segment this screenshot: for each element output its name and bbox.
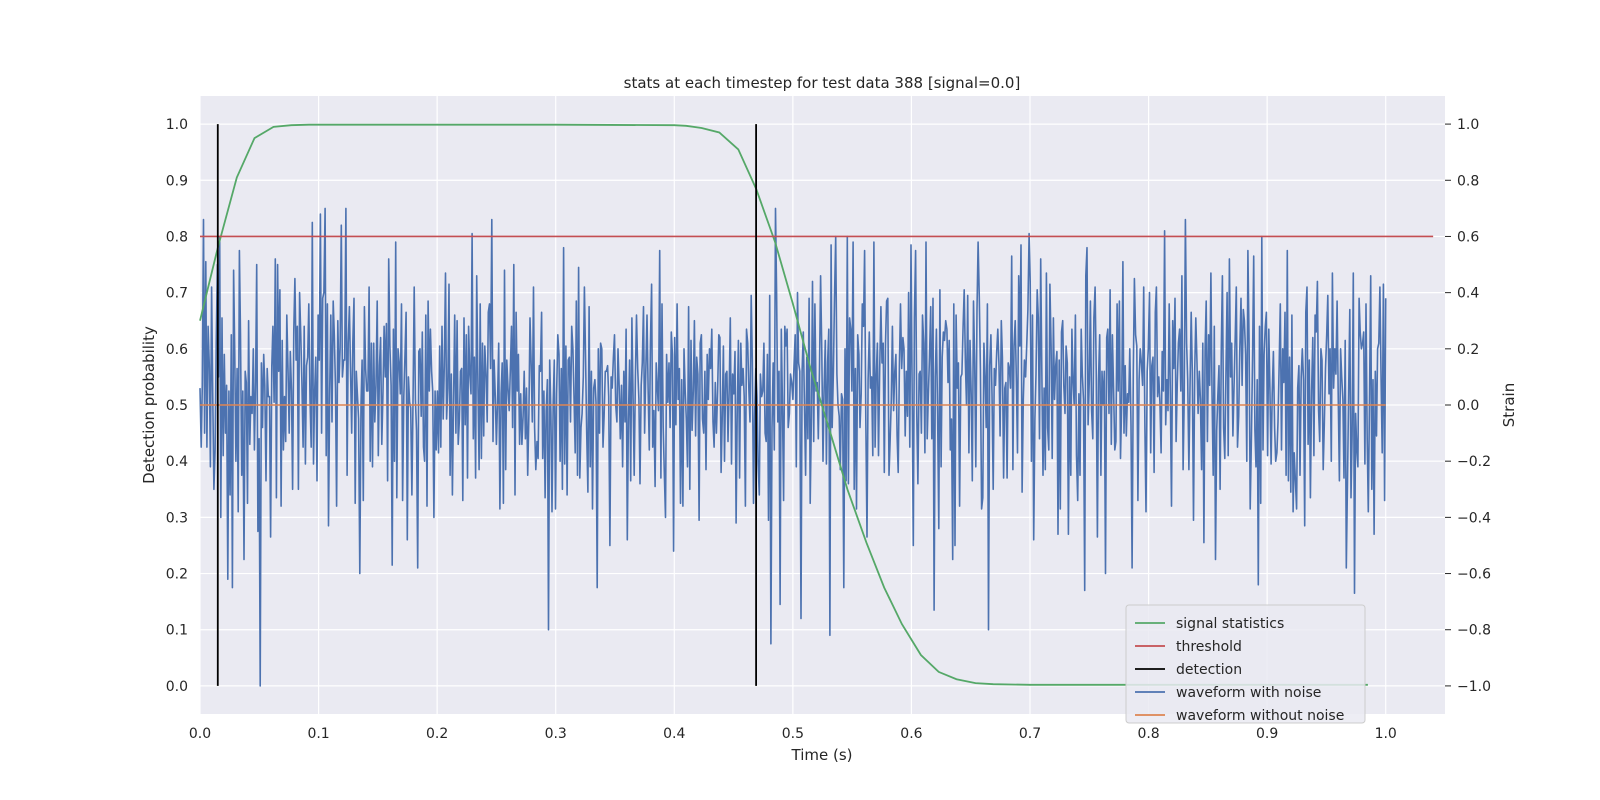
y2-tick-label: 0.8 — [1457, 173, 1479, 189]
x-tick-label: 1.0 — [1375, 726, 1397, 742]
y-tick-label: 0.1 — [166, 623, 188, 639]
y2-tick-label: 0.2 — [1457, 342, 1479, 358]
x-tick-label: 0.5 — [782, 726, 804, 742]
y2-tick-label: −1.0 — [1457, 679, 1491, 695]
x-tick-label: 0.7 — [1019, 726, 1041, 742]
y2-axis-label: Strain — [1500, 383, 1518, 427]
y-tick-label: 0.0 — [166, 679, 188, 695]
y2-tick-label: 0.4 — [1457, 286, 1479, 302]
legend: signal statistics threshold detection wavef… — [1125, 604, 1366, 724]
legend-label: threshold — [1176, 639, 1242, 655]
legend-label: detection — [1176, 662, 1242, 678]
y-tick-label: 0.7 — [166, 286, 188, 302]
x-axis-label: Time (s) — [791, 746, 853, 764]
legend-label: waveform with noise — [1176, 685, 1321, 701]
y2-tick-label: −0.2 — [1457, 454, 1491, 470]
x-tick-label: 0.9 — [1256, 726, 1278, 742]
right-y-axis: −1.0 −0.8 −0.6 −0.4 −0.2 0.0 0.2 0.4 0.6 0.8 1.0 — [1445, 117, 1491, 695]
legend-entries: signal statistics threshold detection wavef… — [1135, 616, 1344, 724]
x-tick-label: 0.3 — [545, 726, 567, 742]
y2-tick-label: −0.4 — [1457, 510, 1491, 526]
series-signal-statistics — [199, 123, 1368, 686]
y-tick-label: 0.9 — [166, 173, 188, 189]
x-tick-label: 0.6 — [900, 726, 922, 742]
series-detection — [216, 124, 757, 686]
y2-tick-label: −0.8 — [1457, 623, 1491, 639]
x-axis: 0.0 0.1 0.2 0.3 0.4 0.5 0.6 0.7 0.8 0.9 1.0 — [189, 726, 1397, 742]
legend-box — [1125, 604, 1366, 724]
y-tick-label: 0.4 — [166, 454, 188, 470]
y2-tick-label: 0.6 — [1457, 229, 1479, 245]
x-tick-label: 0.8 — [1137, 726, 1159, 742]
chart-title: stats at each timestep for test data 388… — [624, 74, 1021, 92]
legend-label: waveform without noise — [1176, 708, 1344, 724]
series-layer — [199, 123, 1434, 687]
y-tick-label: 0.8 — [166, 229, 188, 245]
x-tick-label: 0.2 — [426, 726, 448, 742]
x-tick-label: 0.4 — [663, 726, 685, 742]
y-tick-label: 0.6 — [166, 342, 188, 358]
series-waveform-with-noise — [199, 207, 1387, 687]
y-tick-label: 1.0 — [166, 117, 188, 133]
y-tick-label: 0.5 — [166, 398, 188, 414]
left-y-axis: 0.0 0.1 0.2 0.3 0.4 0.5 0.6 0.7 0.8 0.9 1.0 — [166, 117, 188, 695]
y2-tick-label: 0.0 — [1457, 398, 1479, 414]
y-tick-label: 0.3 — [166, 510, 188, 526]
y2-tick-label: 1.0 — [1457, 117, 1479, 133]
y-tick-label: 0.2 — [166, 567, 188, 583]
legend-label: signal statistics — [1176, 616, 1284, 632]
y-axis-label: Detection probability — [140, 326, 158, 484]
x-tick-label: 0.1 — [307, 726, 329, 742]
y2-tick-label: −0.6 — [1457, 567, 1491, 583]
x-tick-label: 0.0 — [189, 726, 211, 742]
